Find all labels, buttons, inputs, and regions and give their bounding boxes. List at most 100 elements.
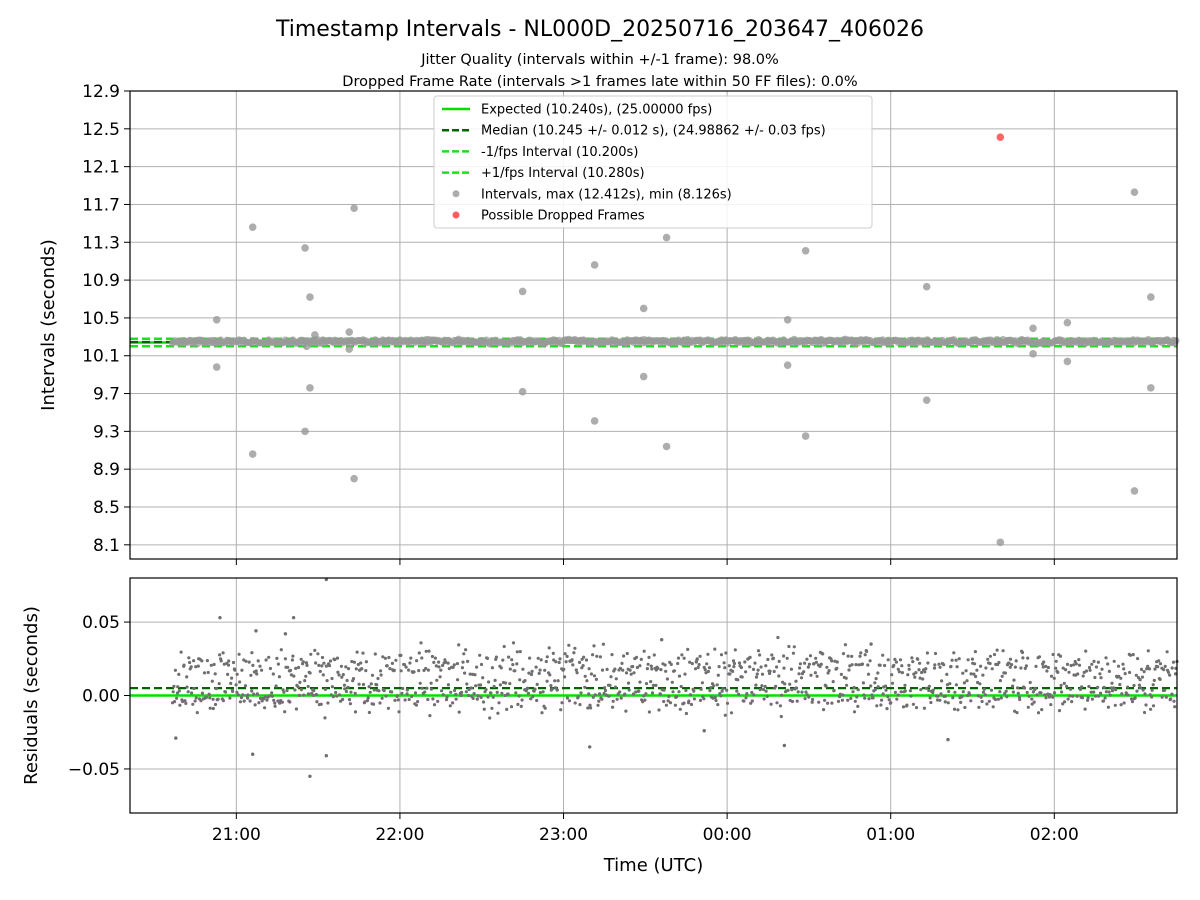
residual-point xyxy=(644,682,649,686)
residual-point xyxy=(743,660,747,664)
residual-point xyxy=(384,694,388,698)
residual-point xyxy=(543,668,547,672)
residual-point xyxy=(385,664,389,668)
residual-point xyxy=(505,707,509,712)
residual-point xyxy=(600,697,604,701)
residual-point xyxy=(1049,674,1054,678)
residual-point xyxy=(344,665,348,669)
residual-point xyxy=(683,672,687,676)
residual-point xyxy=(745,692,749,696)
residual-point xyxy=(790,699,795,704)
residual-point xyxy=(1122,701,1126,705)
residual-point xyxy=(386,706,390,710)
residual-point xyxy=(707,666,712,670)
residual-point xyxy=(860,662,865,666)
residual-point xyxy=(723,666,727,670)
residual-point xyxy=(945,683,950,687)
residual-point xyxy=(890,681,895,685)
residual-point xyxy=(313,648,317,653)
legend-box xyxy=(433,95,873,229)
top-y-tick-label: 10.5 xyxy=(82,309,120,329)
top-y-tick-label: 11.3 xyxy=(82,233,120,253)
residual-point xyxy=(459,693,463,698)
residual-point xyxy=(946,701,950,705)
residual-point xyxy=(939,692,943,696)
residual-point xyxy=(593,693,597,697)
residual-point xyxy=(832,688,836,693)
legend-swatch-intervals xyxy=(452,190,460,198)
residual-point xyxy=(624,709,628,713)
residual-point xyxy=(596,703,600,707)
residual-point xyxy=(433,656,437,660)
residual-point xyxy=(258,696,263,701)
residual-point xyxy=(184,701,188,706)
residual-point xyxy=(394,658,398,662)
interval-outlier-point xyxy=(306,384,314,392)
residual-point xyxy=(1060,690,1064,694)
residual-point xyxy=(615,697,619,701)
residual-point xyxy=(874,677,878,681)
residual-point xyxy=(437,660,441,664)
residual-point xyxy=(550,687,554,691)
residual-point xyxy=(1058,654,1063,658)
residual-point xyxy=(791,651,796,655)
residual-point xyxy=(318,669,322,674)
residual-outlier-point xyxy=(291,615,296,620)
residual-point xyxy=(186,690,190,694)
residual-point xyxy=(1003,671,1008,675)
residual-point xyxy=(423,690,427,694)
residual-point xyxy=(325,679,329,683)
residual-point xyxy=(688,693,693,697)
residual-point xyxy=(736,678,740,682)
residual-point xyxy=(592,674,597,678)
residual-point xyxy=(563,675,567,679)
residual-point xyxy=(207,692,211,696)
residual-point xyxy=(1061,666,1065,670)
residual-point xyxy=(753,661,757,665)
residual-point xyxy=(583,685,587,689)
residual-point xyxy=(600,668,605,672)
residual-point xyxy=(654,683,658,688)
residual-point xyxy=(642,649,646,653)
residual-point xyxy=(955,665,959,669)
residual-point xyxy=(501,658,505,662)
residual-point xyxy=(796,690,800,694)
dropped-frame-point xyxy=(996,133,1005,141)
residual-point xyxy=(335,656,340,660)
residual-point xyxy=(664,669,668,673)
residual-point xyxy=(496,711,500,715)
interval-outlier-point xyxy=(1029,350,1037,358)
residual-point xyxy=(999,696,1003,700)
residual-point xyxy=(246,696,250,700)
residual-point xyxy=(521,667,525,671)
residual-point xyxy=(519,704,523,709)
residual-point xyxy=(800,690,804,694)
residual-point xyxy=(943,700,947,704)
residual-point xyxy=(890,673,894,677)
residual-point xyxy=(898,658,903,662)
residual-point xyxy=(584,658,589,662)
residual-point xyxy=(212,662,216,667)
residual-point xyxy=(372,688,376,692)
residual-point xyxy=(353,710,358,714)
residual-point xyxy=(436,699,440,704)
residual-point xyxy=(548,673,552,677)
residual-point xyxy=(364,669,368,673)
residual-point xyxy=(475,697,479,701)
residual-point xyxy=(806,665,811,669)
residual-point xyxy=(319,702,323,706)
residual-point xyxy=(484,688,488,692)
residual-point xyxy=(631,664,635,669)
residual-point xyxy=(294,666,298,671)
residual-point xyxy=(511,641,516,645)
residual-point xyxy=(536,656,540,660)
residual-point xyxy=(502,644,506,649)
residual-point xyxy=(1110,681,1114,685)
residual-point xyxy=(528,656,532,660)
residual-point xyxy=(962,681,967,685)
residual-point xyxy=(950,658,954,662)
residual-point xyxy=(570,658,574,662)
residual-point xyxy=(1102,685,1106,690)
residual-point xyxy=(792,645,796,649)
residual-point xyxy=(371,702,376,706)
